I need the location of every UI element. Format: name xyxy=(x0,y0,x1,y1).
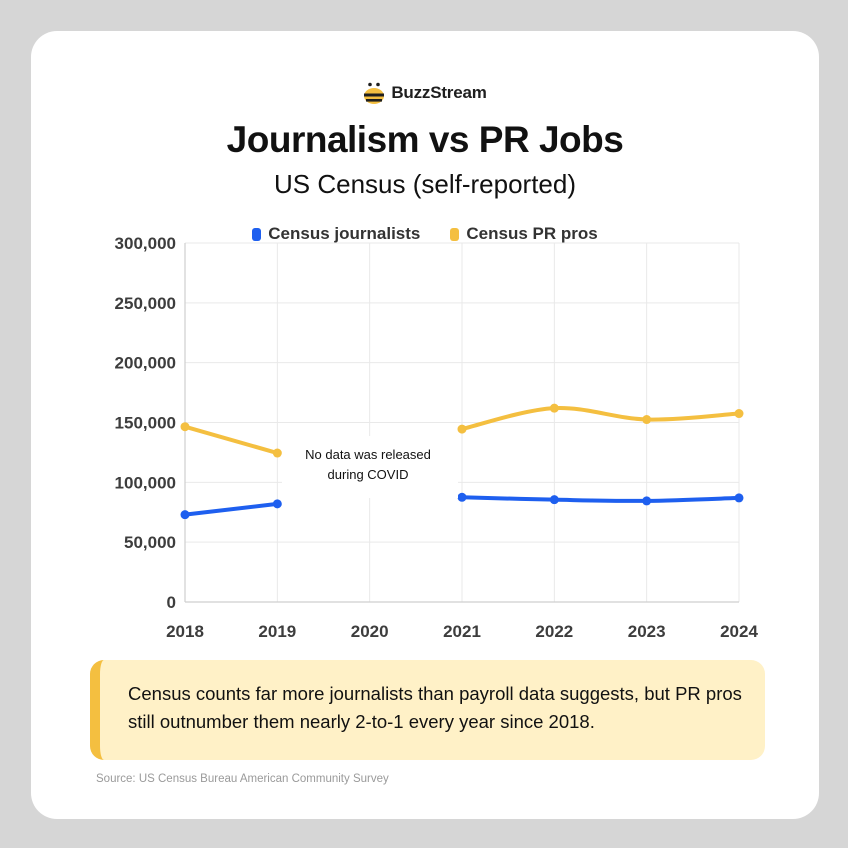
data-point-0 xyxy=(734,493,744,503)
brand-name: BuzzStream xyxy=(391,83,487,102)
legend-swatch-journalists xyxy=(252,227,262,241)
x-tick-label: 2023 xyxy=(628,622,666,641)
y-tick-label: 100,000 xyxy=(115,473,176,492)
annotation-line-1: No data was released xyxy=(305,447,431,462)
legend-item-pr: Census PR pros xyxy=(450,224,598,244)
callout-box: Census counts far more journalists than … xyxy=(90,660,765,760)
y-tick-label: 250,000 xyxy=(115,294,176,313)
y-tick-label: 50,000 xyxy=(124,533,176,552)
data-point-0 xyxy=(457,492,467,502)
data-point-0 xyxy=(642,496,652,506)
legend-swatch-pr xyxy=(450,227,460,241)
legend-label-journalists: Census journalists xyxy=(268,224,421,243)
data-point-1 xyxy=(549,403,559,413)
data-point-1 xyxy=(180,422,190,432)
annotation-line-2: during COVID xyxy=(328,467,409,482)
x-tick-label: 2024 xyxy=(720,622,758,641)
x-tick-label: 2020 xyxy=(351,622,389,641)
series-line-0 xyxy=(183,501,280,517)
y-tick-label: 200,000 xyxy=(115,354,176,373)
chart-title: Journalism vs PR Jobs xyxy=(226,119,624,160)
brand-logo: BuzzStream xyxy=(31,81,819,105)
series-line-1 xyxy=(460,406,741,432)
data-point-0 xyxy=(180,510,190,520)
data-point-1 xyxy=(734,409,744,419)
y-tick-label: 0 xyxy=(167,593,176,612)
annotation-background xyxy=(282,436,458,498)
series-line-0 xyxy=(460,495,741,503)
x-tick-label: 2019 xyxy=(258,622,296,641)
data-point-1 xyxy=(642,415,652,425)
chart-legend: Census journalists Census PR pros xyxy=(31,224,819,244)
legend-label-pr: Census PR pros xyxy=(466,224,598,243)
series-line-1 xyxy=(183,424,280,456)
y-tick-label: 150,000 xyxy=(115,414,176,433)
data-point-1 xyxy=(457,424,467,434)
data-point-0 xyxy=(272,499,282,509)
callout-text: Census counts far more journalists than … xyxy=(128,683,742,732)
chart-subtitle: US Census (self-reported) xyxy=(274,169,576,199)
data-point-0 xyxy=(549,495,559,505)
y-tick-label: 300,000 xyxy=(115,234,176,253)
x-tick-label: 2018 xyxy=(166,622,204,641)
data-point-1 xyxy=(272,448,282,458)
x-tick-label: 2021 xyxy=(443,622,481,641)
legend-item-journalists: Census journalists xyxy=(252,224,420,244)
x-tick-label: 2022 xyxy=(535,622,573,641)
bee-icon xyxy=(364,82,385,104)
source-note: Source: US Census Bureau American Commun… xyxy=(96,773,389,785)
